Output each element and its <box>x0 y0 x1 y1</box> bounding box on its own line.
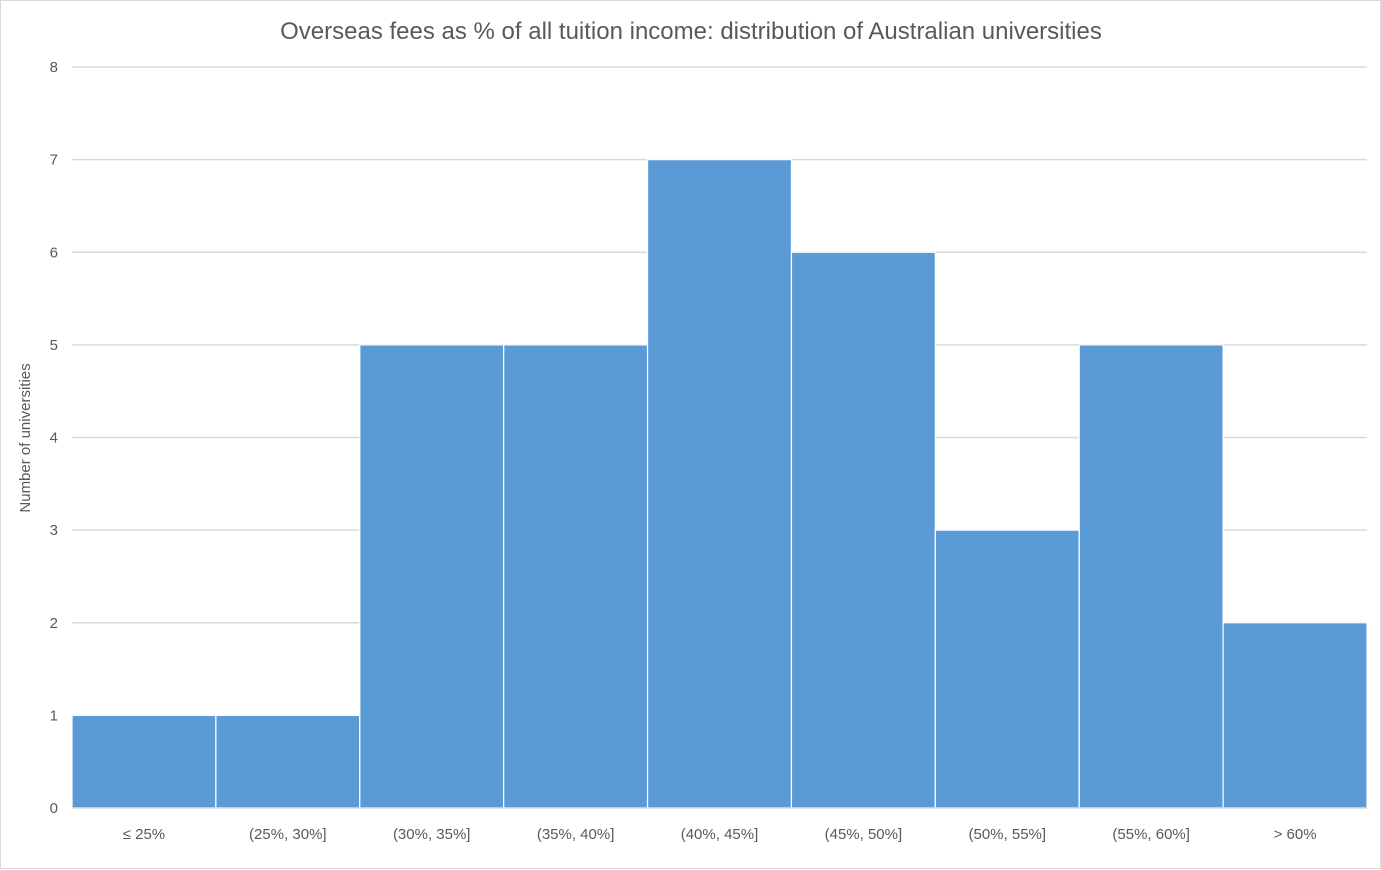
histogram-bar <box>934 529 1080 809</box>
x-tick-label: ≤ 25% <box>123 826 165 843</box>
y-tick-label: 3 <box>50 522 58 539</box>
histogram-bar <box>503 344 649 809</box>
histogram-bar <box>359 344 505 809</box>
histogram-bar <box>71 714 217 809</box>
x-tick-label: (35%, 40%] <box>537 826 615 843</box>
y-tick-label: 7 <box>50 152 58 169</box>
x-tick-label: (25%, 30%] <box>249 826 327 843</box>
y-tick-label: 6 <box>50 244 58 261</box>
y-axis-label: Number of universities <box>17 363 34 512</box>
x-axis-ticks: ≤ 25% (25%, 30%] (30%, 35%] (35%, 40%] (40%,… <box>123 826 1317 843</box>
y-tick-label: 8 <box>50 59 58 76</box>
x-tick-label: (40%, 45%] <box>681 826 759 843</box>
x-tick-label: (30%, 35%] <box>393 826 471 843</box>
histogram-bar <box>215 714 361 809</box>
x-tick-label: (45%, 50%] <box>825 826 903 843</box>
x-tick-label: > 60% <box>1274 826 1317 843</box>
histogram-bar <box>646 159 793 809</box>
y-tick-label: 2 <box>50 615 58 632</box>
histogram-bar <box>1078 344 1224 809</box>
y-tick-label: 0 <box>50 800 58 817</box>
x-tick-label: (50%, 55%] <box>969 826 1047 843</box>
chart-title: Overseas fees as % of all tuition income… <box>280 18 1102 45</box>
y-tick-label: 5 <box>50 337 58 354</box>
x-tick-label: (55%, 60%] <box>1112 826 1190 843</box>
y-tick-label: 1 <box>50 707 58 724</box>
bars <box>71 159 1368 809</box>
histogram-bar <box>1222 622 1368 809</box>
y-axis-ticks: 0 1 2 3 4 5 6 7 8 <box>50 59 58 817</box>
y-tick-label: 4 <box>50 430 58 447</box>
histogram-bar <box>790 251 936 809</box>
